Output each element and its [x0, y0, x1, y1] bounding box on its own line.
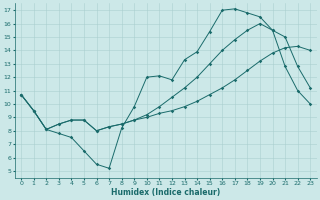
- X-axis label: Humidex (Indice chaleur): Humidex (Indice chaleur): [111, 188, 220, 197]
